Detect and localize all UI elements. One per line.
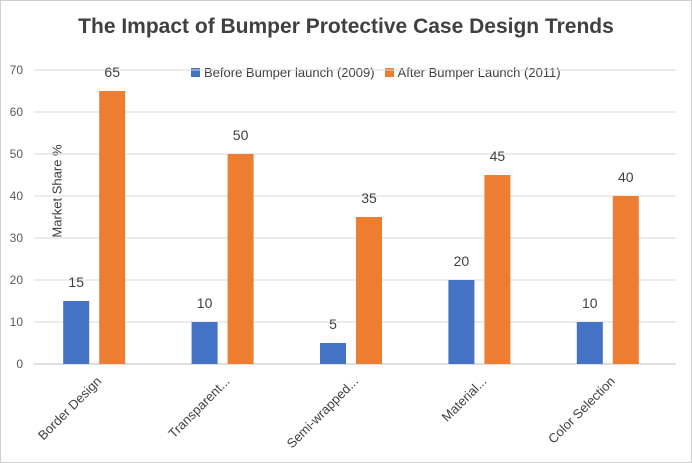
y-tick-label: 20 bbox=[10, 273, 24, 287]
bar-before bbox=[320, 343, 346, 364]
y-tick-label: 50 bbox=[10, 147, 24, 161]
x-tick-label: Transparent... bbox=[165, 374, 232, 441]
bar-after bbox=[99, 91, 126, 364]
data-label: 50 bbox=[233, 127, 249, 143]
bar-before bbox=[191, 322, 218, 364]
data-label: 10 bbox=[197, 295, 213, 311]
legend-item-before: Before Bumper launch (2009) bbox=[191, 65, 375, 80]
x-tick-label: Semi-wrapped... bbox=[284, 374, 362, 452]
data-label: 10 bbox=[582, 295, 598, 311]
y-tick-label: 0 bbox=[16, 357, 23, 371]
bar-before bbox=[448, 280, 475, 364]
y-tick-label: 10 bbox=[10, 315, 24, 329]
data-label: 65 bbox=[104, 64, 120, 80]
legend-label-before: Before Bumper launch (2009) bbox=[204, 65, 375, 80]
data-label: 5 bbox=[329, 316, 337, 332]
legend: Before Bumper launch (2009) After Bumper… bbox=[191, 65, 571, 80]
x-tick-label: Material... bbox=[439, 374, 490, 425]
bar-after bbox=[356, 217, 382, 364]
data-label: 20 bbox=[454, 253, 470, 269]
y-tick-label: 40 bbox=[10, 189, 24, 203]
y-tick-label: 60 bbox=[10, 105, 24, 119]
legend-swatch-after bbox=[384, 68, 394, 77]
legend-swatch-before bbox=[191, 68, 200, 77]
x-tick-label: Border Design bbox=[35, 374, 104, 443]
chart-title: The Impact of Bumper Protective Case Des… bbox=[78, 15, 614, 38]
data-label: 15 bbox=[68, 274, 84, 290]
bar-before bbox=[576, 322, 603, 364]
bar-after bbox=[484, 175, 511, 364]
y-tick-label: 70 bbox=[10, 63, 24, 77]
bar-after bbox=[612, 196, 639, 364]
data-label: 35 bbox=[361, 190, 377, 206]
y-tick-label: 30 bbox=[10, 231, 24, 245]
bar-before bbox=[63, 301, 90, 364]
data-label: 45 bbox=[490, 148, 506, 164]
bar-after bbox=[227, 154, 254, 364]
x-tick-label: Color Selection bbox=[545, 374, 618, 447]
legend-item-after: After Bumper Launch (2011) bbox=[384, 65, 561, 80]
data-label: 40 bbox=[618, 169, 634, 185]
legend-label-after: After Bumper Launch (2011) bbox=[397, 65, 561, 80]
